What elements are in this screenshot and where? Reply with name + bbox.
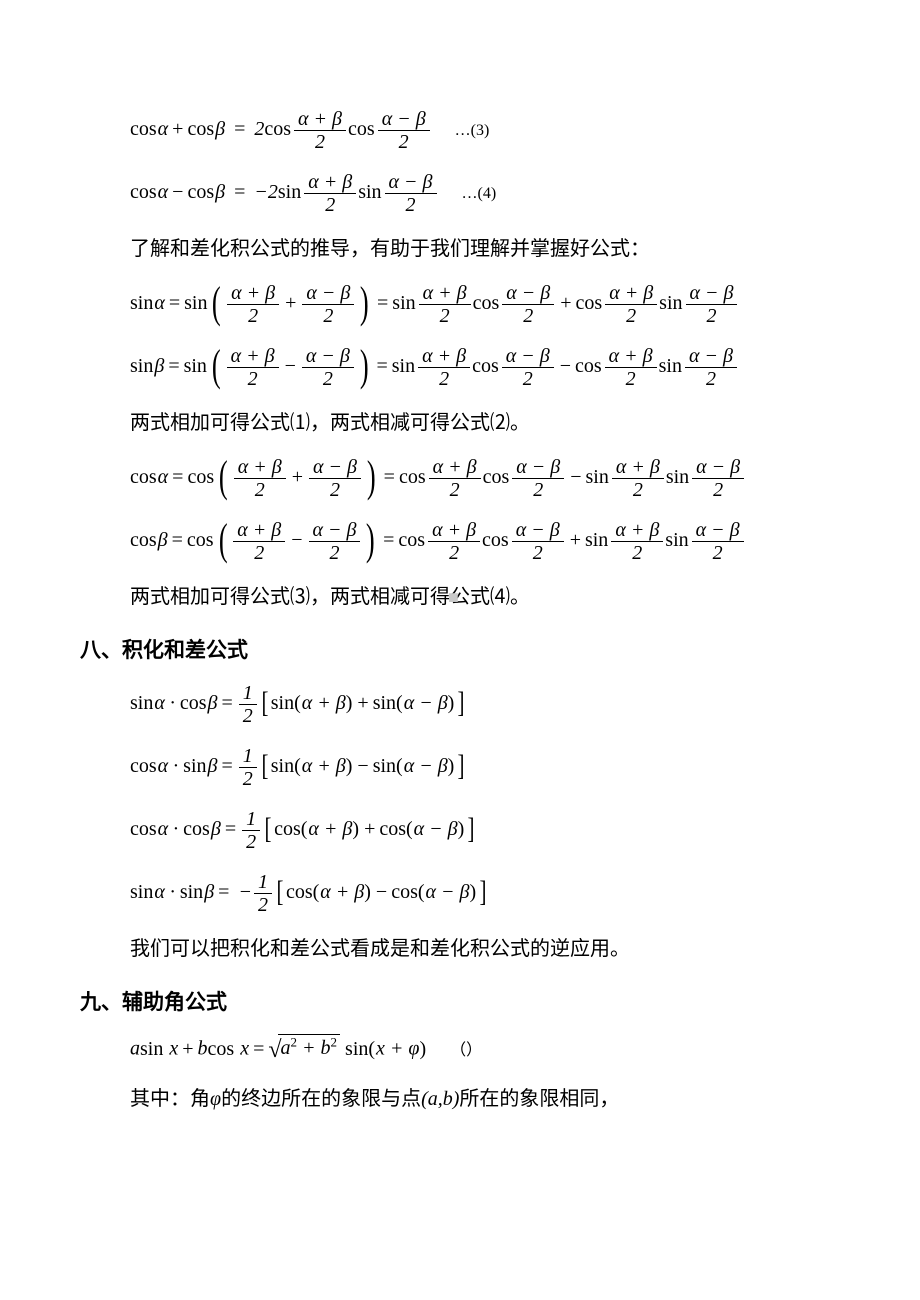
formula-eq3: cosα+cosβ = 2cosα + β2cosα − β2 …(3): [130, 108, 840, 153]
sec9-phi: φ: [210, 1088, 221, 1110]
formula-aux: asin x+bcos x=√a2 + b2 sin(x + φ) （）: [130, 1034, 840, 1066]
formula-p2s-3: cosα · cosβ=12[cos(α + β)+cos(α − β)]: [130, 808, 840, 853]
formula-p2s-4: sinα · sinβ= −12[cos(α + β)−cos(α − β)]: [130, 871, 840, 916]
sec9-point: (a,b): [421, 1088, 459, 1110]
formula-tag-4: …(4): [462, 185, 497, 202]
sec9-prefix: 其中：角: [130, 1088, 210, 1110]
sec9-mid: 的终边所在的象限与点: [221, 1088, 421, 1110]
mid-text-2-span: 两式相加可得公式⑶，两式相减可得公式⑷。: [130, 586, 530, 608]
section-9-text: 其中：角φ的终边所在的象限与点(a,b)所在的象限相同，: [130, 1084, 840, 1114]
formula-p2s-1: sinα · cosβ=12[sin(α + β)+sin(α − β)]: [130, 682, 840, 727]
section-9-heading: 九、辅助角公式: [80, 986, 840, 1016]
mid-text-1: 两式相加可得公式⑴，两式相减可得公式⑵。: [130, 408, 840, 438]
section-8-heading: 八、积化和差公式: [80, 634, 840, 664]
intro-text: 了解和差化积公式的推导，有助于我们理解并掌握好公式：: [130, 234, 840, 264]
section-8-tail: 我们可以把积化和差公式看成是和差化积公式的逆应用。: [130, 934, 840, 964]
formula-sin-alpha: sinα=sin(α + β2+α − β2)=sinα + β2cosα − …: [130, 282, 840, 327]
formula-cos-alpha: cosα=cos(α + β2+α − β2)=cosα + β2cosα − …: [130, 456, 840, 501]
formula-p2s-2: cosα · sinβ=12[sin(α + β)−sin(α − β)]: [130, 745, 840, 790]
mid-text-2: 两式相加可得公式⑶，两式相减可得公式⑷。 ■: [130, 582, 840, 612]
formula-sin-beta: sinβ=sin(α + β2−α − β2)=sinα + β2cosα − …: [130, 345, 840, 390]
formula-eq4: cosα−cosβ = −2sinα + β2sinα − β2 …(4): [130, 171, 840, 216]
formula-aux-tag: （）: [450, 1042, 482, 1059]
sec9-suffix: 所在的象限相同，: [459, 1088, 619, 1110]
formula-tag-3: …(3): [455, 122, 490, 139]
document-page: cosα+cosβ = 2cosα + β2cosα − β2 …(3) cos…: [0, 0, 920, 1188]
formula-cos-beta: cosβ=cos(α + β2−α − β2)=cosα + β2cosα − …: [130, 519, 840, 564]
